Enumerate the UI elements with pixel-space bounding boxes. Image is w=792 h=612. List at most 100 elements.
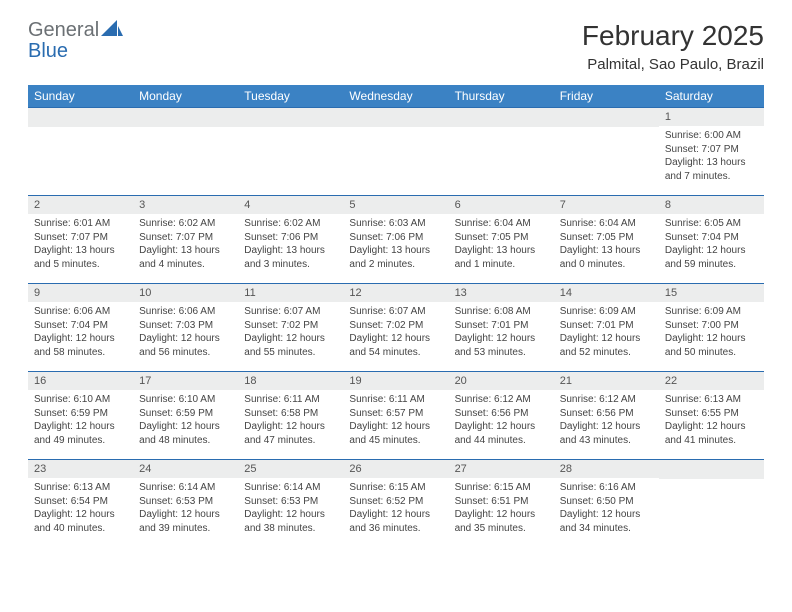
day-cell [133, 108, 238, 196]
sunset-text: Sunset: 7:03 PM [139, 319, 232, 333]
sunrise-text: Sunrise: 6:09 AM [665, 305, 758, 319]
calendar-body: 1Sunrise: 6:00 AMSunset: 7:07 PMDaylight… [28, 108, 764, 548]
day-details: Sunrise: 6:02 AMSunset: 7:06 PMDaylight:… [238, 214, 343, 274]
day-header-thu: Thursday [449, 85, 554, 108]
sunset-text: Sunset: 6:50 PM [560, 495, 653, 509]
day-cell: 20Sunrise: 6:12 AMSunset: 6:56 PMDayligh… [449, 372, 554, 460]
day-number: 11 [238, 284, 343, 302]
sunset-text: Sunset: 6:54 PM [34, 495, 127, 509]
sunrise-text: Sunrise: 6:04 AM [455, 217, 548, 231]
day-number: 7 [554, 196, 659, 214]
sunrise-text: Sunrise: 6:04 AM [560, 217, 653, 231]
daylight-text: Daylight: 12 hours and 40 minutes. [34, 508, 127, 535]
day-number: 19 [343, 372, 448, 390]
title-block: February 2025 Palmital, Sao Paulo, Brazi… [582, 20, 764, 73]
daylight-text: Daylight: 12 hours and 55 minutes. [244, 332, 337, 359]
day-details: Sunrise: 6:02 AMSunset: 7:07 PMDaylight:… [133, 214, 238, 274]
daylight-text: Daylight: 12 hours and 44 minutes. [455, 420, 548, 447]
day-cell: 19Sunrise: 6:11 AMSunset: 6:57 PMDayligh… [343, 372, 448, 460]
day-cell: 23Sunrise: 6:13 AMSunset: 6:54 PMDayligh… [28, 460, 133, 548]
daylight-text: Daylight: 12 hours and 41 minutes. [665, 420, 758, 447]
day-header-sat: Saturday [659, 85, 764, 108]
day-cell: 7Sunrise: 6:04 AMSunset: 7:05 PMDaylight… [554, 196, 659, 284]
sunset-text: Sunset: 7:07 PM [34, 231, 127, 245]
daylight-text: Daylight: 13 hours and 3 minutes. [244, 244, 337, 271]
day-details: Sunrise: 6:07 AMSunset: 7:02 PMDaylight:… [343, 302, 448, 362]
brand-text-2: Blue [28, 40, 68, 62]
day-cell: 22Sunrise: 6:13 AMSunset: 6:55 PMDayligh… [659, 372, 764, 460]
day-number: 1 [659, 108, 764, 126]
day-header-mon: Monday [133, 85, 238, 108]
day-number: 13 [449, 284, 554, 302]
sunrise-text: Sunrise: 6:10 AM [34, 393, 127, 407]
sunset-text: Sunset: 7:04 PM [34, 319, 127, 333]
sunset-text: Sunset: 6:56 PM [560, 407, 653, 421]
day-number: 22 [659, 372, 764, 390]
sunrise-text: Sunrise: 6:12 AM [560, 393, 653, 407]
day-number-empty [28, 108, 133, 127]
day-number-empty [449, 108, 554, 127]
daylight-text: Daylight: 13 hours and 4 minutes. [139, 244, 232, 271]
sunset-text: Sunset: 7:04 PM [665, 231, 758, 245]
sunrise-text: Sunrise: 6:07 AM [349, 305, 442, 319]
sunrise-text: Sunrise: 6:11 AM [244, 393, 337, 407]
sunrise-text: Sunrise: 6:08 AM [455, 305, 548, 319]
sunset-text: Sunset: 6:52 PM [349, 495, 442, 509]
daylight-text: Daylight: 12 hours and 34 minutes. [560, 508, 653, 535]
daylight-text: Daylight: 12 hours and 43 minutes. [560, 420, 653, 447]
day-cell: 26Sunrise: 6:15 AMSunset: 6:52 PMDayligh… [343, 460, 448, 548]
day-details: Sunrise: 6:11 AMSunset: 6:57 PMDaylight:… [343, 390, 448, 450]
day-cell [659, 460, 764, 548]
daylight-text: Daylight: 12 hours and 39 minutes. [139, 508, 232, 535]
day-number-empty [343, 108, 448, 127]
day-header-sun: Sunday [28, 85, 133, 108]
daylight-text: Daylight: 12 hours and 48 minutes. [139, 420, 232, 447]
daylight-text: Daylight: 12 hours and 58 minutes. [34, 332, 127, 359]
daylight-text: Daylight: 12 hours and 56 minutes. [139, 332, 232, 359]
sunset-text: Sunset: 7:07 PM [665, 143, 758, 157]
day-cell [554, 108, 659, 196]
day-number: 10 [133, 284, 238, 302]
day-cell: 21Sunrise: 6:12 AMSunset: 6:56 PMDayligh… [554, 372, 659, 460]
day-details: Sunrise: 6:12 AMSunset: 6:56 PMDaylight:… [554, 390, 659, 450]
day-cell: 17Sunrise: 6:10 AMSunset: 6:59 PMDayligh… [133, 372, 238, 460]
week-row: 9Sunrise: 6:06 AMSunset: 7:04 PMDaylight… [28, 284, 764, 372]
day-cell: 28Sunrise: 6:16 AMSunset: 6:50 PMDayligh… [554, 460, 659, 548]
sunset-text: Sunset: 7:06 PM [244, 231, 337, 245]
day-number: 5 [343, 196, 448, 214]
sunrise-text: Sunrise: 6:10 AM [139, 393, 232, 407]
day-cell: 25Sunrise: 6:14 AMSunset: 6:53 PMDayligh… [238, 460, 343, 548]
day-cell: 10Sunrise: 6:06 AMSunset: 7:03 PMDayligh… [133, 284, 238, 372]
daylight-text: Daylight: 13 hours and 0 minutes. [560, 244, 653, 271]
day-header-row: Sunday Monday Tuesday Wednesday Thursday… [28, 85, 764, 108]
daylight-text: Daylight: 12 hours and 36 minutes. [349, 508, 442, 535]
sunrise-text: Sunrise: 6:09 AM [560, 305, 653, 319]
day-cell: 14Sunrise: 6:09 AMSunset: 7:01 PMDayligh… [554, 284, 659, 372]
sunset-text: Sunset: 6:53 PM [244, 495, 337, 509]
sunset-text: Sunset: 7:02 PM [244, 319, 337, 333]
calendar-page: General Blue February 2025 Palmital, Sao… [0, 0, 792, 568]
day-cell: 12Sunrise: 6:07 AMSunset: 7:02 PMDayligh… [343, 284, 448, 372]
day-details: Sunrise: 6:01 AMSunset: 7:07 PMDaylight:… [28, 214, 133, 274]
daylight-text: Daylight: 13 hours and 5 minutes. [34, 244, 127, 271]
sunrise-text: Sunrise: 6:15 AM [349, 481, 442, 495]
day-details: Sunrise: 6:15 AMSunset: 6:52 PMDaylight:… [343, 478, 448, 538]
sunrise-text: Sunrise: 6:01 AM [34, 217, 127, 231]
day-cell: 24Sunrise: 6:14 AMSunset: 6:53 PMDayligh… [133, 460, 238, 548]
day-number: 3 [133, 196, 238, 214]
daylight-text: Daylight: 12 hours and 35 minutes. [455, 508, 548, 535]
sunrise-text: Sunrise: 6:15 AM [455, 481, 548, 495]
day-cell: 18Sunrise: 6:11 AMSunset: 6:58 PMDayligh… [238, 372, 343, 460]
day-number: 25 [238, 460, 343, 478]
day-details: Sunrise: 6:00 AMSunset: 7:07 PMDaylight:… [659, 126, 764, 186]
day-number-empty [659, 460, 764, 479]
day-number: 23 [28, 460, 133, 478]
day-cell: 9 Sunrise: 6:06 AMSunset: 7:04 PMDaylight… [28, 284, 133, 372]
daylight-text: Daylight: 12 hours and 59 minutes. [665, 244, 758, 271]
page-header: General Blue February 2025 Palmital, Sao… [28, 20, 764, 73]
sunrise-text: Sunrise: 6:06 AM [34, 305, 127, 319]
day-details: Sunrise: 6:16 AMSunset: 6:50 PMDaylight:… [554, 478, 659, 538]
day-cell: 3Sunrise: 6:02 AMSunset: 7:07 PMDaylight… [133, 196, 238, 284]
day-details: Sunrise: 6:07 AMSunset: 7:02 PMDaylight:… [238, 302, 343, 362]
day-number: 9 [28, 284, 133, 302]
